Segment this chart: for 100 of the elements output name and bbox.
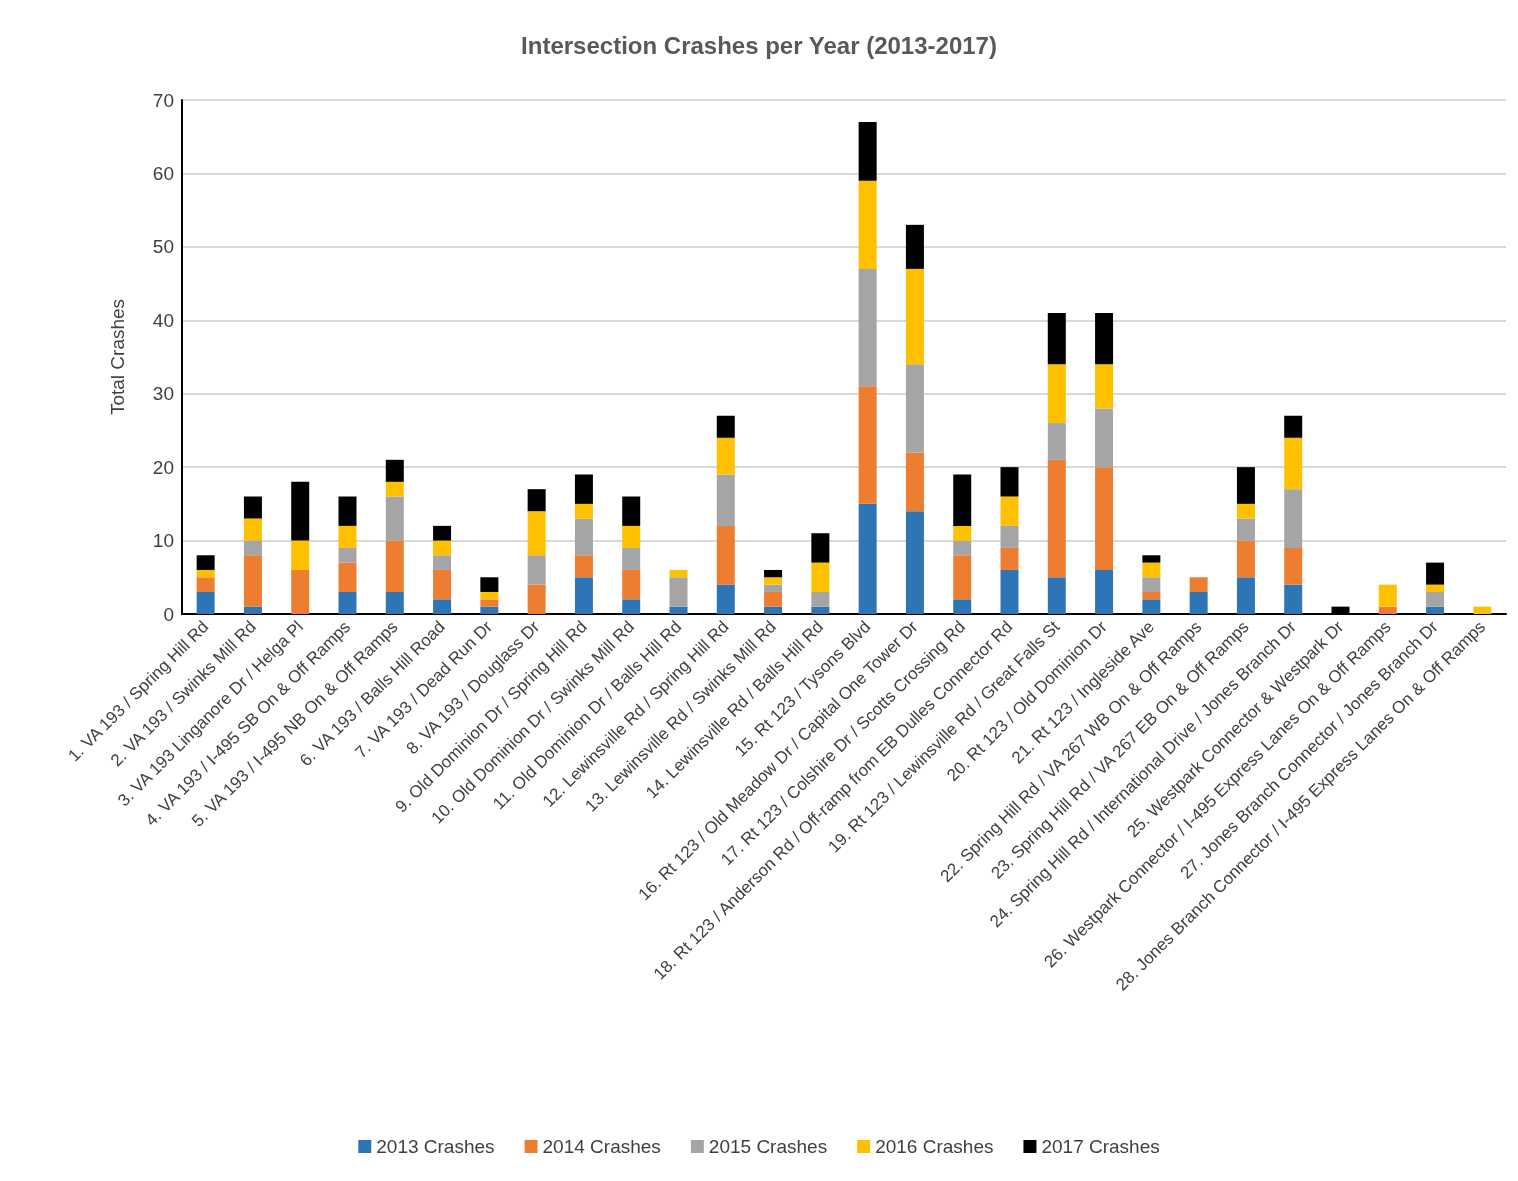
bar bbox=[905, 511, 924, 614]
bar bbox=[1426, 584, 1445, 592]
bar bbox=[527, 511, 546, 556]
bar bbox=[622, 599, 641, 614]
legend-label: 2017 Crashes bbox=[1041, 1136, 1160, 1157]
bar bbox=[764, 584, 783, 592]
bar bbox=[574, 474, 593, 504]
bar bbox=[1236, 518, 1255, 541]
bar bbox=[1473, 606, 1492, 614]
bar bbox=[1284, 437, 1303, 490]
bar bbox=[1000, 525, 1019, 548]
y-tick-label: 50 bbox=[152, 236, 174, 258]
bar bbox=[385, 496, 404, 541]
bar bbox=[480, 577, 499, 592]
bar bbox=[1000, 467, 1019, 497]
bar bbox=[291, 481, 310, 541]
bar bbox=[1095, 569, 1114, 614]
bar bbox=[1047, 459, 1066, 578]
bar bbox=[858, 503, 877, 614]
y-tick-label: 10 bbox=[152, 530, 174, 552]
legend-label: 2016 Crashes bbox=[875, 1136, 994, 1157]
bar bbox=[858, 180, 877, 269]
bar bbox=[385, 591, 404, 614]
bar bbox=[858, 386, 877, 504]
bar bbox=[764, 591, 783, 607]
bar bbox=[574, 577, 593, 614]
bar bbox=[811, 606, 830, 614]
bar bbox=[764, 569, 783, 578]
bar bbox=[385, 459, 404, 482]
bar bbox=[953, 474, 972, 526]
bar bbox=[905, 452, 924, 512]
bar bbox=[527, 555, 546, 585]
y-tick-label: 30 bbox=[152, 383, 174, 405]
bar bbox=[1047, 577, 1066, 614]
bar bbox=[1284, 415, 1303, 438]
y-tick-label: 40 bbox=[152, 309, 174, 331]
bar bbox=[1142, 577, 1161, 592]
bar bbox=[1000, 569, 1019, 614]
bar bbox=[291, 569, 310, 614]
bar bbox=[953, 599, 972, 614]
bar bbox=[338, 562, 357, 592]
bar bbox=[338, 591, 357, 614]
bar bbox=[1284, 547, 1303, 585]
bar bbox=[716, 584, 735, 614]
bar bbox=[1189, 591, 1208, 614]
bar bbox=[716, 525, 735, 585]
bar bbox=[669, 577, 688, 607]
legend-label: 2013 Crashes bbox=[376, 1136, 495, 1157]
bar bbox=[905, 364, 924, 453]
bar bbox=[196, 555, 215, 570]
bar bbox=[1047, 364, 1066, 424]
bar bbox=[338, 547, 357, 563]
bar bbox=[1142, 555, 1161, 563]
bar bbox=[622, 569, 641, 600]
bar bbox=[1426, 606, 1445, 614]
bar bbox=[764, 577, 783, 585]
bar bbox=[1236, 503, 1255, 519]
chart-title: Intersection Crashes per Year (2013-2017) bbox=[521, 31, 997, 59]
bar bbox=[858, 268, 877, 387]
bar bbox=[953, 525, 972, 541]
bar bbox=[243, 540, 262, 556]
bar bbox=[764, 606, 783, 614]
bar bbox=[1236, 577, 1255, 614]
y-tick-label: 20 bbox=[152, 456, 174, 478]
bar bbox=[433, 540, 452, 556]
bar bbox=[1047, 312, 1066, 365]
bar bbox=[622, 525, 641, 548]
bar bbox=[1378, 606, 1397, 614]
bar bbox=[905, 224, 924, 269]
bar bbox=[1236, 467, 1255, 504]
bar bbox=[480, 606, 499, 614]
bar bbox=[858, 122, 877, 181]
bar bbox=[811, 591, 830, 607]
bar bbox=[1047, 423, 1066, 460]
bar bbox=[433, 569, 452, 600]
bar bbox=[953, 555, 972, 600]
y-tick-label: 60 bbox=[152, 162, 174, 184]
bar bbox=[905, 268, 924, 365]
bar bbox=[243, 496, 262, 519]
bar bbox=[1236, 540, 1255, 578]
bar bbox=[1095, 364, 1114, 409]
bar bbox=[1426, 591, 1445, 607]
bar bbox=[243, 518, 262, 541]
bar bbox=[716, 415, 735, 438]
legend-label: 2015 Crashes bbox=[708, 1136, 828, 1157]
bar bbox=[811, 562, 830, 592]
bar bbox=[1426, 562, 1445, 585]
legend-label: 2014 Crashes bbox=[542, 1136, 661, 1157]
bar bbox=[480, 591, 499, 600]
bar bbox=[385, 540, 404, 592]
bar bbox=[291, 540, 310, 570]
y-tick-label: 70 bbox=[152, 89, 174, 111]
bar bbox=[1000, 547, 1019, 570]
bar bbox=[433, 555, 452, 570]
bar bbox=[1284, 584, 1303, 614]
bar bbox=[574, 518, 593, 556]
bar bbox=[1000, 496, 1019, 526]
y-tick-label: 0 bbox=[163, 603, 174, 625]
bar bbox=[716, 437, 735, 475]
y-axis-title: Total Crashes bbox=[107, 298, 128, 416]
